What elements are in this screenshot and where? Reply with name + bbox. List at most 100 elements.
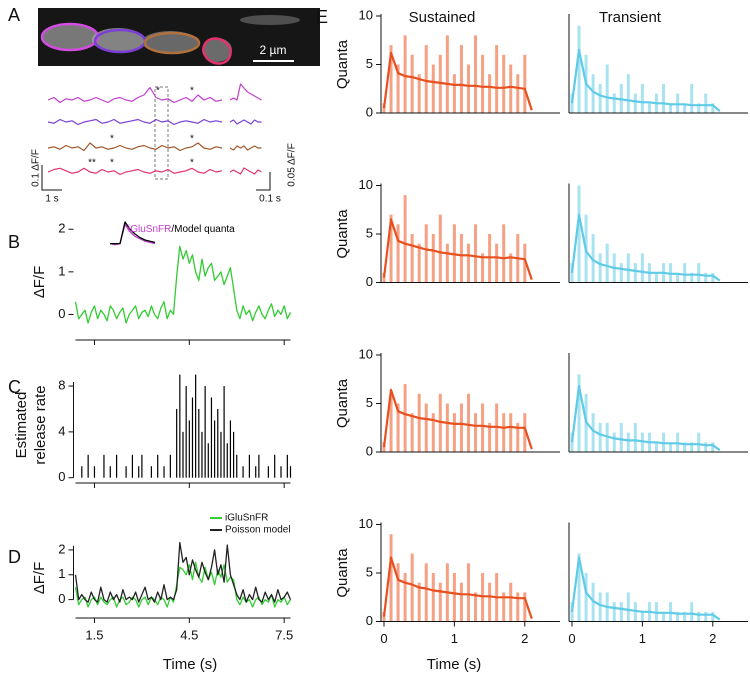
bar (502, 592, 506, 622)
bar (626, 592, 630, 622)
bar (669, 103, 673, 113)
bar (495, 45, 499, 113)
micrograph: 2 µm (38, 8, 320, 66)
bar (417, 582, 421, 622)
inset-trace (229, 167, 262, 175)
x-tick-label: 0 (568, 631, 575, 646)
inset-label: iGluSnFR/Model quanta (128, 224, 235, 235)
panel-label: B (8, 232, 20, 252)
y-tick-label: 0 (366, 443, 373, 458)
x-axis-label: Time (s) (427, 656, 481, 673)
y-tick-label: 4 (58, 423, 65, 438)
y-tick-label: 1 (58, 263, 65, 278)
cell-blob (202, 38, 232, 62)
y-tick-label: 0 (58, 306, 65, 321)
event-marker: * (156, 86, 160, 97)
bar (697, 263, 701, 283)
trend-line (382, 51, 533, 111)
bar (683, 442, 687, 452)
bar (669, 442, 673, 452)
bar (459, 45, 463, 113)
legend-label: iGluSnFR (225, 513, 268, 524)
bar (474, 592, 478, 622)
y-tick-label: 0 (58, 469, 65, 484)
bar (452, 74, 456, 113)
panel-label: A (8, 5, 20, 25)
bar (690, 602, 694, 622)
bar (466, 393, 470, 452)
bar (431, 573, 435, 622)
x-tick-label: 7.5 (275, 627, 293, 642)
bar (654, 442, 658, 452)
panel-label: C (8, 377, 21, 397)
bar (459, 234, 463, 283)
bar (690, 83, 694, 113)
bar (438, 214, 442, 283)
bar (626, 432, 630, 452)
roi (202, 37, 232, 65)
bar (704, 442, 708, 452)
y-tick-label: 0 (366, 104, 373, 119)
bar (523, 413, 527, 452)
bar (683, 103, 687, 113)
bar (389, 214, 393, 283)
scale-label: 0.1 ΔF/F (31, 149, 42, 187)
scale-bar (41, 165, 62, 191)
y-tick-label: 1 (58, 566, 65, 581)
line (74, 245, 292, 324)
y-axis-label: Estimated (13, 392, 30, 459)
panel-label: D (8, 547, 21, 567)
bar (502, 54, 506, 113)
bar (481, 403, 485, 452)
y-tick-label: 5 (366, 225, 373, 240)
trace (47, 86, 223, 104)
bar (612, 602, 616, 622)
bar (431, 413, 435, 452)
bar (612, 432, 616, 452)
y-axis-label: Quanta (334, 39, 351, 89)
bar (516, 592, 520, 622)
bar (697, 103, 701, 113)
bar (431, 64, 435, 113)
bar (445, 243, 449, 283)
y-tick-label: 10 (359, 516, 373, 531)
cell-blob (240, 15, 300, 25)
y-tick-label: 10 (359, 7, 373, 22)
line (74, 541, 292, 603)
bar (459, 403, 463, 452)
y-tick-label: 2 (58, 221, 65, 236)
event-marker: * (190, 134, 194, 145)
trend-line (570, 48, 721, 112)
bar (711, 272, 715, 283)
y-tick-label: 10 (359, 346, 373, 361)
bar (474, 35, 478, 113)
x-tick-label: 0 (380, 631, 387, 646)
bar (591, 234, 595, 283)
bar (410, 234, 414, 283)
bar (410, 54, 414, 113)
scale-bar-label: 2 µm (260, 43, 287, 57)
trace (47, 118, 223, 126)
bar (509, 413, 513, 452)
bar (396, 224, 400, 283)
bar (654, 272, 658, 283)
bar (431, 234, 435, 283)
scale-label: 0.05 ΔF/F (287, 143, 298, 186)
bar (509, 582, 513, 622)
bar (410, 413, 414, 452)
bar (662, 83, 666, 113)
x-tick-label: 2 (709, 631, 716, 646)
bar (633, 422, 637, 452)
bar (598, 422, 602, 452)
bar (591, 413, 595, 452)
bar (711, 611, 715, 622)
x-axis-label: Time (s) (163, 656, 217, 673)
bar (662, 611, 666, 622)
scale-bar (256, 172, 271, 191)
bar (417, 243, 421, 283)
bar (690, 272, 694, 283)
bar (676, 611, 680, 622)
bar (683, 611, 687, 622)
x-tick-label: 1 (451, 631, 458, 646)
